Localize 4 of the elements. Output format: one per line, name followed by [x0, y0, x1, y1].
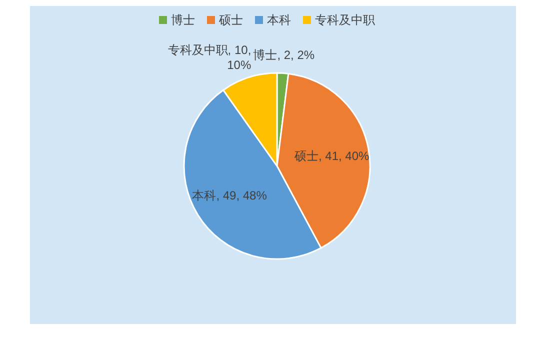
legend-label: 专科及中职	[315, 13, 375, 27]
legend-label: 硕士	[218, 13, 243, 27]
legend-label: 博士	[171, 13, 195, 27]
legend-label: 本科	[267, 13, 291, 27]
